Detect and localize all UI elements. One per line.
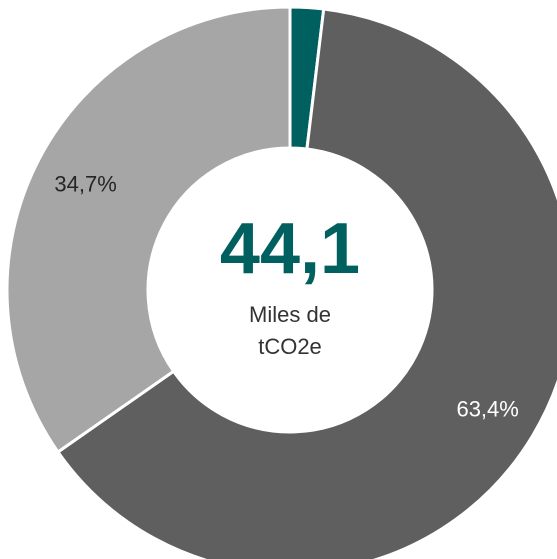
center-unit-line-2: tCO2e [258, 334, 322, 359]
donut-slice-2 [56, 7, 557, 559]
center-unit-line-1: Miles de [249, 302, 331, 327]
slice-label-3: 34,7% [54, 171, 116, 196]
slice-label-2: 63,4% [456, 397, 518, 422]
donut-slice-3 [5, 5, 292, 454]
center-total-value: 44,1 [220, 209, 360, 289]
slice-labels: 63,4% 34,7% [54, 171, 518, 421]
donut-slices [5, 5, 557, 559]
